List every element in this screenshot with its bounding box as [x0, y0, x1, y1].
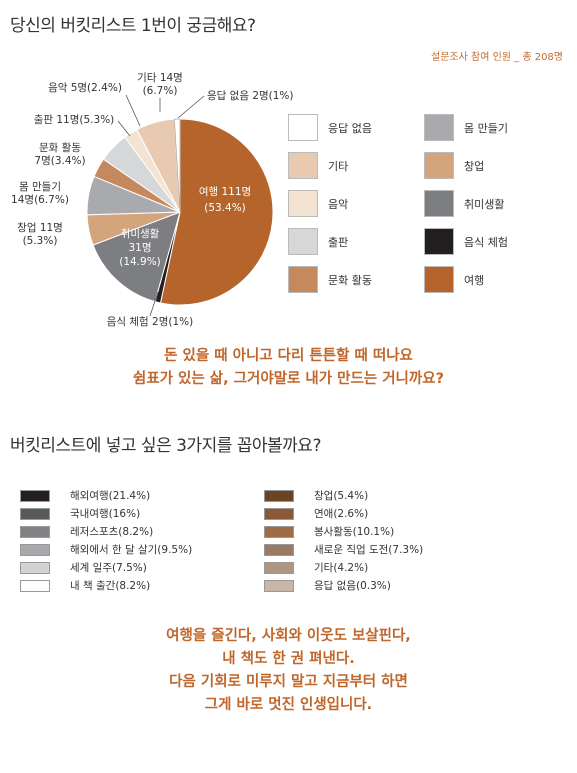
quote-2-line-2: 내 책도 한 권 펴낸다.	[222, 651, 355, 667]
pie-legend-label: 출판	[328, 235, 349, 249]
pie-slice-1	[159, 118, 274, 306]
pie-legend-swatch	[288, 266, 318, 293]
bucket-list-item: 내 책 출간(8.2%)	[20, 579, 192, 592]
bucket-list-item: 레저스포츠(8.2%)	[20, 525, 192, 538]
bucket-list-item: 창업(5.4%)	[264, 489, 423, 502]
chart-title-1: 당신의 버킷리스트 1번이 궁금해요?	[10, 16, 256, 36]
pie-slice-10	[174, 118, 181, 213]
bucket-list-item: 국내여행(16%)	[20, 507, 192, 520]
pie-legend-item: 음식 체험	[424, 228, 544, 255]
pie-slice-label-1: 여행 111명 (53.4%)	[199, 186, 251, 214]
bucket-list-label: 세계 일주(7.5%)	[70, 562, 147, 574]
pie-leader-line-8	[125, 94, 141, 127]
bucket-list-item: 기타(4.2%)	[264, 561, 423, 574]
quote-2-line-3: 다음 기회로 미루지 말고 지금부터 하면	[169, 674, 408, 690]
bucket-list-swatch	[264, 489, 294, 502]
pie-legend-swatch	[424, 266, 454, 293]
pie-legend-item: 출판	[288, 228, 408, 255]
bucket-list-item: 봉사활동(10.1%)	[264, 525, 423, 538]
pie-legend-item: 여행	[424, 266, 544, 293]
pie-legend-swatch	[288, 190, 318, 217]
pie-slice-label-9: 기타 14명 (6.7%)	[137, 72, 183, 97]
quote-2-line-4: 그게 바로 멋진 인생입니다.	[204, 697, 373, 713]
bucket-list-swatch	[20, 525, 50, 538]
bucket-list-item: 세계 일주(7.5%)	[20, 561, 192, 574]
pie-legend-swatch	[424, 152, 454, 179]
pie-legend-label: 창업	[464, 159, 485, 173]
pie-legend-label: 몸 만들기	[464, 121, 508, 135]
pie-legend-swatch	[424, 228, 454, 255]
quote-1: 돈 있을 때 아니고 다리 튼튼할 때 떠나요 쉼표가 있는 삶, 그거야말로 …	[0, 345, 577, 391]
bucket-list-label: 해외여행(21.4%)	[70, 490, 151, 502]
bucket-list-label: 창업(5.4%)	[314, 490, 369, 502]
pie-legend-item: 몸 만들기	[424, 114, 544, 141]
quote-2-line-1: 여행을 즐긴다, 사회와 이웃도 보살핀다,	[166, 628, 411, 644]
bucket-list-label: 봉사활동(10.1%)	[314, 526, 395, 538]
pie-slice-label-3: 취미생활 31명 (14.9%)	[119, 227, 161, 268]
pie-slice-label-5: 몸 만들기 14명(6.7%)	[11, 181, 69, 206]
chart-title-2: 버킷리스트에 넣고 싶은 3가지를 꼽아볼까요?	[10, 436, 321, 456]
pie-legend-item: 기타	[288, 152, 408, 179]
pie-legend-label: 취미생활	[464, 197, 505, 211]
bucket-list-label: 국내여행(16%)	[70, 508, 141, 520]
bucket-list-swatch	[20, 489, 50, 502]
pie-legend-item: 창업	[424, 152, 544, 179]
pie-slice-label-8: 음악 5명(2.4%)	[48, 82, 122, 94]
pie-slice-label-2: 음식 체험 2명(1%)	[107, 316, 194, 328]
bucket-list-label: 내 책 출간(8.2%)	[70, 580, 151, 592]
pie-leader-line-7	[117, 120, 131, 137]
quote-1-line-1: 돈 있을 때 아니고 다리 튼튼할 때 떠나요	[164, 348, 413, 364]
bucket-list-legend-right: 창업(5.4%) 연애(2.6%) 봉사활동(10.1%) 새로운 직업 도전(7.3…	[264, 489, 423, 592]
pie-legend-item: 문화 활동	[288, 266, 408, 293]
pie-legend-label: 문화 활동	[328, 273, 372, 287]
bucket-list-item: 연애(2.6%)	[264, 507, 423, 520]
bucket-list-label: 응답 없음(0.3%)	[314, 580, 391, 592]
pie-legend-label: 음식 체험	[464, 235, 508, 249]
pie-slice-3	[92, 211, 181, 303]
pie-legend-label: 음악	[328, 197, 349, 211]
pie-leader-line-2	[149, 291, 159, 317]
survey-note: 설문조사 참여 인원 _ 총 208명	[431, 52, 563, 63]
pie-legend-swatch	[288, 152, 318, 179]
pie-legend-item: 음악	[288, 190, 408, 217]
pie-slice-label-10: 응답 없음 2명(1%)	[207, 89, 294, 102]
bucket-list-legend-left: 해외여행(21.4%) 국내여행(16%) 레저스포츠(8.2%) 해외에서 한 달 …	[20, 489, 192, 592]
bucket-list-swatch	[20, 561, 50, 574]
bucket-list-label: 새로운 직업 도전(7.3%)	[314, 544, 424, 556]
bucket-list-item: 해외에서 한 달 살기(9.5%)	[20, 543, 192, 556]
bucket-list-swatch	[264, 579, 294, 592]
pie-legend-item: 응답 없음	[288, 114, 408, 141]
quote-2: 여행을 즐긴다, 사회와 이웃도 보살핀다, 내 책도 한 권 펴낸다. 다음 …	[0, 625, 577, 717]
pie-chart: 여행 111명 (53.4%) 음식 체험 2명(1%) 취미생활 31명 (14.9%)…	[11, 72, 294, 328]
pie-leader-line-10	[177, 95, 205, 119]
pie-legend-item: 취미생활	[424, 190, 544, 217]
pie-legend-label: 여행	[464, 273, 485, 287]
bucket-list-item: 응답 없음(0.3%)	[264, 579, 423, 592]
quote-1-line-2: 쉼표가 있는 삶, 그거야말로 내가 만드는 거니까요?	[132, 371, 444, 387]
bucket-list-swatch	[264, 543, 294, 556]
bucket-list-label: 기타(4.2%)	[314, 562, 369, 574]
pie-slice-label-4: 창업 11명 (5.3%)	[17, 221, 63, 247]
bucket-list-item: 새로운 직업 도전(7.3%)	[264, 543, 423, 556]
bucket-list-item: 해외여행(21.4%)	[20, 489, 192, 502]
bucket-list-swatch	[20, 507, 50, 520]
pie-legend-swatch	[288, 228, 318, 255]
bucket-list-label: 해외에서 한 달 살기(9.5%)	[70, 544, 193, 556]
pie-legend-label: 기타	[328, 159, 349, 173]
pie-legend-swatch	[288, 114, 318, 141]
pie-slice-label-6: 문화 활동 7명(3.4%)	[34, 141, 85, 167]
pie-legend-swatch	[424, 190, 454, 217]
pie-legend-swatch	[424, 114, 454, 141]
bucket-list-swatch	[20, 579, 50, 592]
bucket-list-label: 레저스포츠(8.2%)	[70, 526, 154, 538]
bucket-list-swatch	[264, 507, 294, 520]
bucket-list-swatch	[20, 543, 50, 556]
bucket-list-swatch	[264, 525, 294, 538]
pie-legend-label: 응답 없음	[328, 121, 372, 135]
bucket-list-swatch	[264, 561, 294, 574]
bucket-list-label: 연애(2.6%)	[314, 508, 369, 520]
pie-slice-label-7: 출판 11명(5.3%)	[34, 114, 115, 126]
